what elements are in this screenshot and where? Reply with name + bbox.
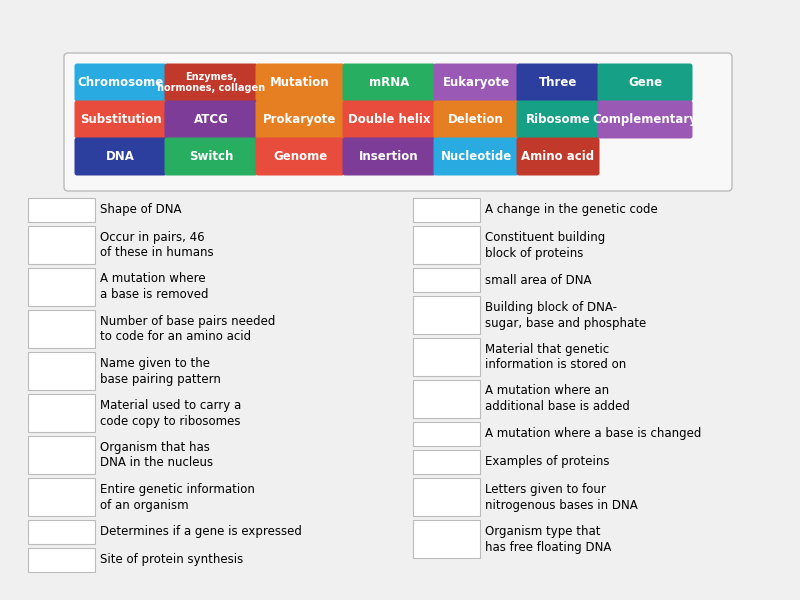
Text: Entire genetic information
of an organism: Entire genetic information of an organis… [100, 482, 255, 511]
Text: mRNA: mRNA [369, 76, 409, 89]
Bar [28, 352, 95, 390]
Text: Constituent building
block of proteins: Constituent building block of proteins [485, 230, 606, 259]
FancyBboxPatch shape [434, 100, 518, 139]
Bar [28, 310, 95, 348]
Text: Insertion: Insertion [359, 150, 419, 163]
FancyBboxPatch shape [342, 100, 435, 139]
FancyBboxPatch shape [434, 137, 518, 175]
Text: Organism that has
DNA in the nucleus: Organism that has DNA in the nucleus [100, 440, 213, 469]
Bar [413, 520, 480, 558]
FancyBboxPatch shape [517, 137, 599, 175]
Bar [28, 520, 95, 544]
Bar [413, 198, 480, 222]
Text: Examples of proteins: Examples of proteins [485, 455, 610, 469]
Bar [413, 338, 480, 376]
FancyBboxPatch shape [74, 100, 166, 139]
Bar [413, 450, 480, 474]
Bar [413, 422, 480, 446]
FancyBboxPatch shape [64, 53, 732, 191]
FancyBboxPatch shape [74, 137, 166, 175]
Bar [28, 548, 95, 572]
FancyBboxPatch shape [165, 64, 258, 101]
FancyBboxPatch shape [517, 64, 599, 101]
Text: Number of base pairs needed
to code for an amino acid: Number of base pairs needed to code for … [100, 314, 275, 343]
Text: Complementary: Complementary [593, 113, 698, 126]
Text: Letters given to four
nitrogenous bases in DNA: Letters given to four nitrogenous bases … [485, 482, 638, 511]
Text: Material used to carry a
code copy to ribosomes: Material used to carry a code copy to ri… [100, 398, 242, 427]
FancyBboxPatch shape [74, 64, 166, 101]
Text: Mutation: Mutation [270, 76, 330, 89]
Text: Material that genetic
information is stored on: Material that genetic information is sto… [485, 343, 626, 371]
Text: Shape of DNA: Shape of DNA [100, 203, 182, 217]
Text: Double helix: Double helix [348, 113, 430, 126]
FancyBboxPatch shape [342, 137, 435, 175]
FancyBboxPatch shape [255, 100, 345, 139]
Text: Chromosome: Chromosome [78, 76, 164, 89]
Text: Switch: Switch [189, 150, 233, 163]
Text: A change in the genetic code: A change in the genetic code [485, 203, 658, 217]
Text: A mutation where a base is changed: A mutation where a base is changed [485, 427, 702, 440]
FancyBboxPatch shape [517, 100, 599, 139]
FancyBboxPatch shape [598, 64, 693, 101]
Bar [28, 268, 95, 306]
Text: Ribosome: Ribosome [526, 113, 590, 126]
Text: A mutation where an
additional base is added: A mutation where an additional base is a… [485, 385, 630, 413]
Bar [28, 198, 95, 222]
Bar [413, 380, 480, 418]
Text: DNA: DNA [106, 150, 135, 163]
Text: Determines if a gene is expressed: Determines if a gene is expressed [100, 526, 302, 539]
Text: Prokaryote: Prokaryote [263, 113, 337, 126]
Bar [28, 436, 95, 474]
Bar [413, 226, 480, 264]
Text: Deletion: Deletion [448, 113, 504, 126]
FancyBboxPatch shape [434, 64, 518, 101]
Text: Building block of DNA-
sugar, base and phosphate: Building block of DNA- sugar, base and p… [485, 301, 646, 329]
Text: Gene: Gene [628, 76, 662, 89]
Bar [28, 394, 95, 432]
Bar [413, 296, 480, 334]
Text: Occur in pairs, 46
of these in humans: Occur in pairs, 46 of these in humans [100, 230, 214, 259]
FancyBboxPatch shape [165, 100, 258, 139]
Text: A mutation where
a base is removed: A mutation where a base is removed [100, 272, 209, 301]
Bar [413, 478, 480, 516]
Bar [413, 268, 480, 292]
Text: Enzymes,
hormones, collagen: Enzymes, hormones, collagen [157, 72, 265, 93]
Bar [28, 226, 95, 264]
Text: Three: Three [539, 76, 577, 89]
Text: Amino acid: Amino acid [522, 150, 594, 163]
Text: Organism type that
has free floating DNA: Organism type that has free floating DNA [485, 524, 611, 553]
FancyBboxPatch shape [342, 64, 435, 101]
FancyBboxPatch shape [598, 100, 693, 139]
FancyBboxPatch shape [255, 64, 345, 101]
Text: Site of protein synthesis: Site of protein synthesis [100, 553, 243, 566]
Text: Name given to the
base pairing pattern: Name given to the base pairing pattern [100, 356, 221, 385]
Text: Substitution: Substitution [80, 113, 162, 126]
Text: Eukaryote: Eukaryote [442, 76, 510, 89]
Text: ATCG: ATCG [194, 113, 229, 126]
FancyBboxPatch shape [255, 137, 345, 175]
Text: small area of DNA: small area of DNA [485, 274, 591, 286]
Text: Genome: Genome [273, 150, 327, 163]
Bar [28, 478, 95, 516]
Text: Nucleotide: Nucleotide [440, 150, 512, 163]
FancyBboxPatch shape [165, 137, 258, 175]
